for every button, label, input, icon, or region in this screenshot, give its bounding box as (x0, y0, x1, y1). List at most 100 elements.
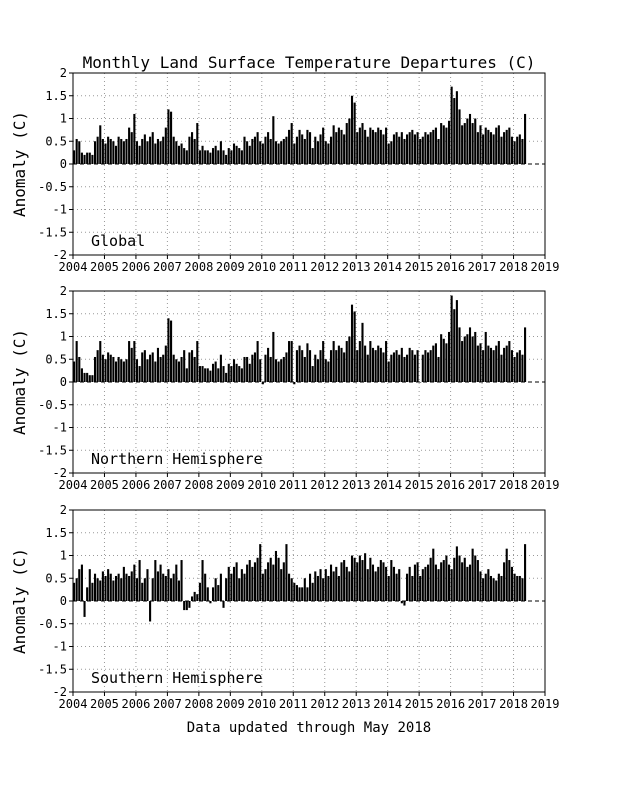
bar (240, 150, 243, 164)
bar (319, 134, 322, 164)
bar (479, 343, 482, 382)
bar (170, 111, 173, 164)
bar (468, 564, 472, 601)
bar (358, 341, 361, 382)
bar (463, 336, 466, 382)
bar (500, 354, 503, 382)
bar (497, 125, 500, 164)
x-tick-label: 2006 (121, 697, 150, 711)
bar (261, 382, 264, 385)
bar (332, 125, 335, 164)
bar (272, 564, 275, 601)
bar (461, 341, 464, 382)
x-tick-label: 2008 (184, 260, 213, 274)
bar (175, 359, 178, 382)
bar (358, 555, 361, 601)
bar (243, 356, 246, 382)
bar (461, 125, 464, 164)
bar (468, 327, 472, 382)
bar (269, 138, 272, 164)
bar (337, 345, 340, 382)
bar (214, 361, 217, 382)
bar (411, 575, 414, 601)
bar (516, 575, 519, 601)
bar (345, 341, 348, 382)
bar (429, 350, 432, 382)
bar (209, 370, 212, 383)
bar (377, 566, 380, 602)
bar (154, 361, 157, 382)
bar (172, 573, 175, 601)
bar (96, 350, 99, 382)
y-axis-title: Anomaly (C) (10, 329, 29, 435)
bar (303, 578, 306, 601)
bar (400, 601, 403, 604)
bar (461, 562, 464, 601)
bar (96, 578, 99, 601)
x-tick-label: 2004 (59, 260, 88, 274)
footer-note: Data updated through May 2018 (187, 720, 431, 736)
bar (277, 361, 280, 382)
bar (411, 129, 414, 165)
y-tick-label: 1 (60, 549, 67, 563)
bar (261, 573, 264, 601)
bar (114, 575, 118, 601)
bar (476, 560, 479, 601)
bar (411, 350, 414, 382)
y-tick-label: -1 (53, 640, 67, 654)
bar (188, 136, 191, 164)
bar (427, 352, 430, 382)
x-tick-label: 2015 (405, 478, 434, 492)
bar (463, 557, 466, 601)
x-tick-label: 2006 (121, 260, 150, 274)
bar (114, 145, 118, 164)
bar (282, 562, 285, 601)
bar (73, 361, 76, 382)
bar (508, 341, 511, 382)
bar (159, 564, 162, 601)
panel-2: 2004 2005 2006 2007 2008 2009 2010 2011 2012 2013… (10, 503, 559, 711)
bar (96, 136, 99, 164)
bar (73, 150, 76, 164)
bar (206, 150, 209, 164)
bar (455, 91, 458, 164)
x-tick-label: 2019 (531, 697, 560, 711)
bar (382, 562, 385, 601)
bar (225, 372, 228, 382)
bar (458, 327, 461, 382)
bar (379, 129, 382, 165)
bar (298, 587, 301, 601)
bar (290, 578, 293, 601)
bar (264, 136, 267, 164)
bar (421, 354, 424, 382)
bar (183, 601, 186, 611)
bar (427, 564, 430, 601)
bar (371, 564, 375, 601)
bar (188, 601, 191, 608)
bar (513, 573, 516, 601)
bar (86, 372, 89, 382)
bar (295, 585, 298, 601)
x-tick-label: 2011 (279, 260, 308, 274)
bar (154, 560, 157, 601)
bar (432, 548, 435, 601)
bar (408, 347, 411, 383)
bar (170, 320, 173, 382)
bar (382, 352, 385, 382)
bar (143, 134, 146, 164)
y-tick-label: 2 (60, 66, 67, 80)
bar (235, 562, 238, 601)
bar (503, 347, 506, 383)
bar (327, 575, 330, 601)
bar (267, 132, 270, 164)
bar (280, 569, 283, 601)
bar (324, 359, 327, 382)
x-tick-label: 2015 (405, 260, 434, 274)
y-tick-label: -0.5 (38, 180, 67, 194)
bar (274, 359, 278, 382)
bar (125, 573, 128, 601)
bar (403, 138, 406, 164)
bar (83, 601, 86, 617)
bar (306, 343, 309, 382)
bar (196, 123, 199, 164)
